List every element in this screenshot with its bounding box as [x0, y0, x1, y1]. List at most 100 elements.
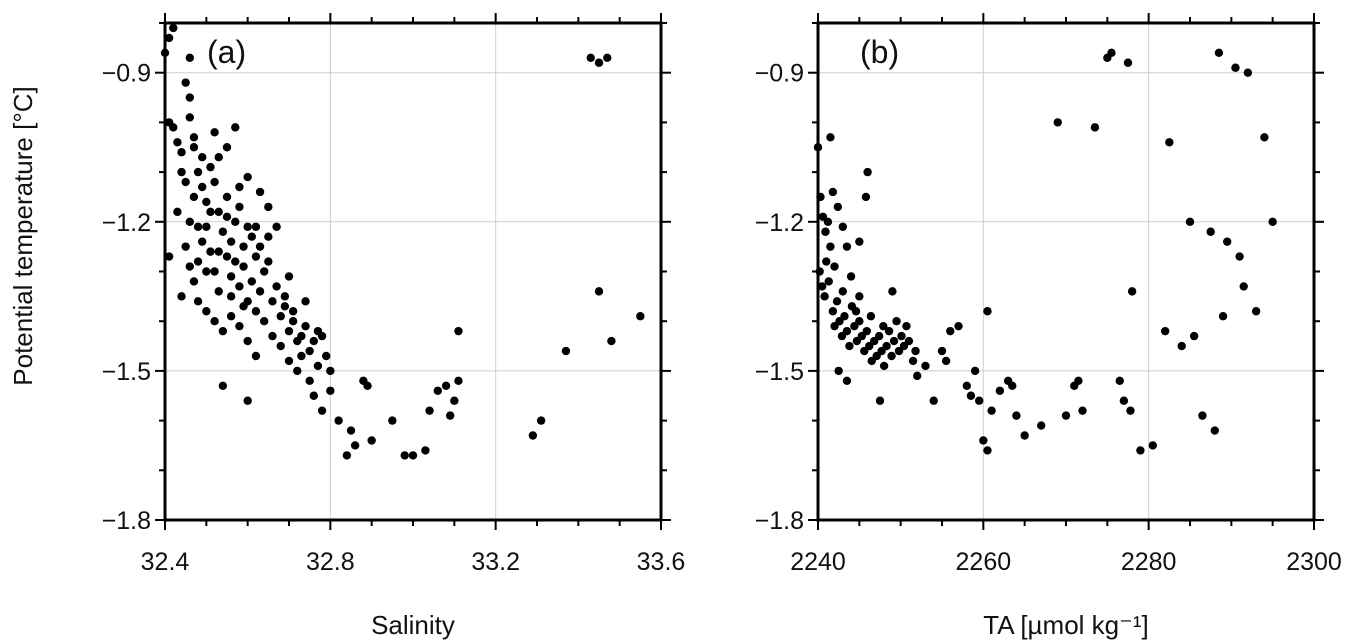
scatter-point [247, 277, 256, 286]
scatter-point [1119, 396, 1129, 405]
scatter-point [272, 222, 281, 231]
x-tick-label: 2260 [956, 548, 1012, 576]
y-tick-label: −1.2 [102, 209, 151, 237]
scatter-point [239, 262, 248, 271]
scatter-point [1268, 217, 1277, 226]
scatter-point [185, 262, 194, 271]
scatter-point [350, 441, 360, 450]
x-tick-label: 2300 [1286, 548, 1342, 576]
scatter-point [1185, 217, 1195, 226]
scatter-point [897, 331, 906, 341]
scatter-point [838, 222, 847, 231]
scatter-point [309, 336, 318, 346]
x-tick-label: 33.2 [471, 548, 520, 576]
scatter-point [882, 341, 891, 351]
scatter-point [822, 257, 831, 266]
scatter-point [326, 366, 335, 376]
y-tick-label: −1.8 [102, 507, 151, 535]
scatter-point [363, 381, 372, 391]
y-tick-label: −1.5 [755, 358, 804, 386]
scatter-point [322, 351, 331, 361]
scatter-point [185, 93, 194, 102]
scatter-point [921, 361, 930, 371]
scatter-point [861, 192, 871, 202]
scatter-point [528, 431, 538, 440]
scatter-point [214, 287, 223, 296]
scatter-point [243, 222, 252, 231]
scatter-point [842, 242, 852, 251]
scatter-point [908, 356, 918, 366]
scatter-point [226, 272, 236, 281]
scatter-point [388, 416, 397, 425]
scatter-point [226, 312, 236, 321]
scatter-point [260, 317, 269, 326]
scatter-point [214, 247, 223, 256]
scatter-point [226, 292, 236, 301]
scatter-point [834, 366, 843, 376]
scatter-point [888, 287, 897, 296]
scatter-point [1165, 138, 1174, 147]
scatter-point [966, 391, 976, 400]
scatter-point [902, 321, 911, 331]
scatter-point [1198, 411, 1207, 420]
scatter-point [193, 222, 203, 231]
x-tick-label: 32.4 [141, 548, 190, 576]
scatter-point [218, 381, 228, 391]
scatter-point [1020, 431, 1029, 440]
scatter-point [561, 346, 571, 356]
scatter-point [251, 307, 261, 316]
x-tick-label: 33.6 [637, 548, 686, 576]
panel-label: (b) [860, 34, 899, 70]
scatter-point [1061, 411, 1071, 420]
scatter-point [1078, 406, 1087, 415]
scatter-point [536, 416, 546, 425]
scatter-point [177, 292, 186, 301]
scatter-point [164, 252, 174, 261]
scatter-point [222, 192, 232, 202]
scatter-point [189, 133, 199, 142]
scatter-point [851, 307, 861, 316]
scatter-point [177, 167, 186, 177]
scatter-point [425, 406, 434, 415]
scatter-point [941, 356, 951, 366]
scatter-point [173, 138, 182, 147]
scatter-point [904, 336, 914, 346]
x-tick-label: 32.8 [306, 548, 355, 576]
scatter-point [954, 321, 963, 331]
scatter-point [1189, 331, 1199, 341]
scatter-point [979, 436, 988, 445]
scatter-point [235, 282, 244, 291]
scatter-point [887, 351, 896, 361]
scatter-point [855, 292, 864, 301]
scatter-point [1126, 406, 1135, 415]
scatter-point [983, 307, 992, 316]
scatter-point [892, 317, 901, 326]
scatter-point [243, 172, 252, 182]
scatter-point [206, 162, 215, 172]
scatter-point [206, 247, 215, 256]
scatter-point [817, 282, 827, 291]
scatter-point [913, 371, 922, 381]
scatter-point [929, 396, 938, 405]
scatter-point [255, 287, 265, 296]
scatter-point [177, 148, 186, 157]
scatter-point [214, 152, 223, 162]
scatter-point [210, 128, 219, 137]
scatter-point [169, 23, 178, 33]
scatter-point [842, 376, 852, 386]
scatter-point [446, 411, 455, 420]
scatter-point [889, 336, 899, 346]
scatter-point [995, 386, 1005, 395]
scatter-point [264, 202, 273, 212]
scatter-point [1127, 287, 1137, 296]
scatter-point [193, 167, 203, 177]
scatter-point [202, 267, 211, 276]
scatter-point [1239, 282, 1248, 291]
scatter-point [272, 282, 281, 291]
scatter-point [198, 152, 207, 162]
y-axis-title: Potential temperature [°C] [8, 86, 38, 385]
y-tick-label: −1.5 [102, 358, 151, 386]
scatter-point [276, 341, 285, 351]
scatter-point [202, 307, 211, 316]
scatter-point [255, 242, 265, 251]
